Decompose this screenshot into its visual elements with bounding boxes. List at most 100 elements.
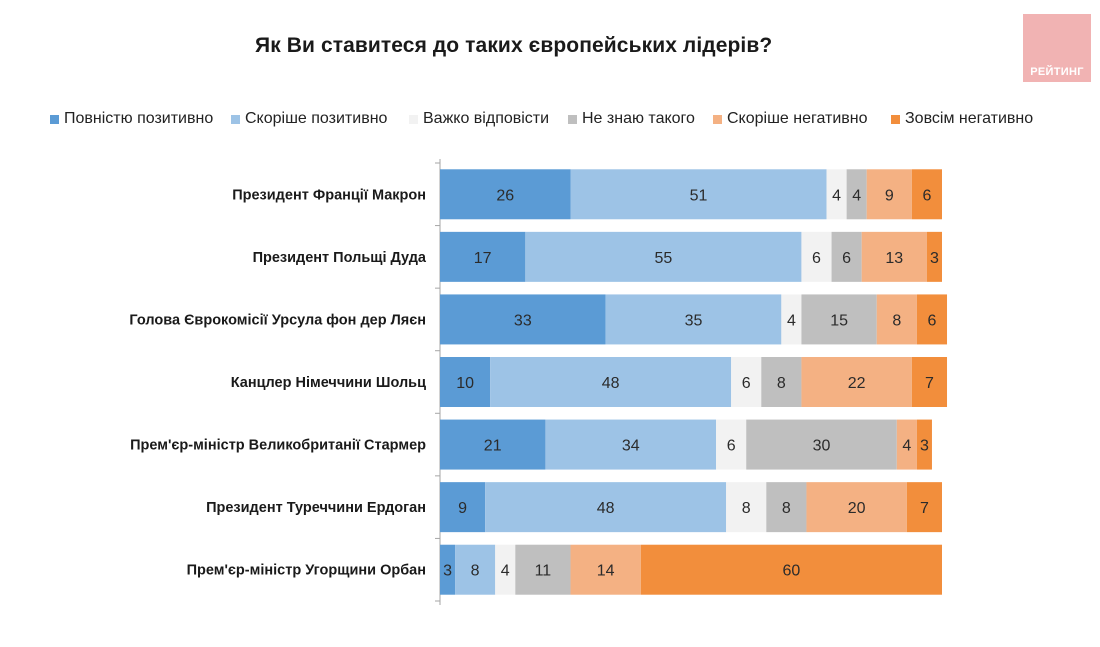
legend-item-hard-to-say: Важко відповісти	[409, 108, 549, 130]
legend-label: Скоріше позитивно	[245, 110, 388, 127]
legend-swatch	[891, 114, 900, 124]
bar-segment-4-row-4	[761, 357, 802, 407]
data-label: 8	[777, 375, 786, 392]
data-label: 17	[474, 250, 492, 267]
data-label: 13	[885, 250, 903, 267]
bar-segment-4-row-6	[766, 482, 807, 533]
bar-segment-6-row-7	[640, 544, 942, 595]
bar-segment-3-row-2	[801, 231, 832, 282]
chart-title: Як Ви ставитеся до таких європейських лі…	[255, 34, 773, 57]
data-label: 4	[501, 563, 510, 580]
data-label: 3	[920, 438, 929, 455]
legend-item-dont-know: Не знаю такого	[568, 108, 695, 130]
bar-segment-1-row-2	[440, 231, 526, 282]
bar-segment-2-row-1	[570, 169, 827, 220]
bar-segment-5-row-1	[866, 169, 912, 220]
data-label: 3	[443, 563, 452, 580]
data-label: 8	[892, 312, 901, 329]
data-label: 10	[456, 375, 474, 392]
legend-label: Скоріше негативно	[727, 110, 868, 127]
bar-segment-1-row-6	[440, 482, 486, 533]
bar-segment-4-row-3	[801, 294, 877, 345]
data-label: 51	[690, 187, 708, 204]
data-label: 20	[848, 500, 866, 517]
data-label: 11	[535, 563, 552, 580]
category-label: Президент Польщі Дуда	[253, 250, 427, 266]
data-label: 21	[484, 438, 502, 455]
bar-segment-2-row-4	[490, 357, 732, 407]
bar-segment-2-row-6	[485, 482, 727, 533]
legend-item-rather-positive: Скоріше позитивно	[231, 108, 387, 130]
legend-swatch	[713, 114, 722, 124]
rating-logo: РЕЙТИНГ	[1023, 14, 1091, 82]
bar-segment-6-row-6	[906, 482, 942, 533]
data-label: 15	[830, 312, 848, 329]
bar-segment-5-row-6	[806, 482, 907, 533]
data-label: 6	[928, 312, 937, 329]
data-label: 34	[622, 438, 640, 455]
bar-segment-5-row-2	[861, 231, 927, 282]
data-label: 6	[812, 250, 821, 267]
bar-segment-6-row-5	[916, 419, 932, 470]
bar-segment-6-row-2	[926, 231, 942, 282]
legend-label: Повністю позитивно	[64, 110, 214, 127]
legend-swatch	[50, 114, 59, 124]
legend-item-fully-negative: Зовсім негативно	[891, 108, 1033, 130]
category-label: Канцлер Німеччини Шольц	[231, 375, 426, 391]
bar-segment-2-row-7	[455, 544, 496, 595]
bar-segment-3-row-1	[826, 169, 847, 220]
data-label: 48	[602, 375, 620, 392]
bar-segment-1-row-7	[440, 544, 456, 595]
data-label: 4	[832, 187, 841, 204]
legend-item-fully-positive: Повністю позитивно	[50, 108, 213, 130]
data-label: 3	[930, 250, 939, 267]
bar-segment-3-row-5	[716, 419, 747, 470]
data-label: 6	[842, 250, 851, 267]
data-label: 26	[496, 187, 514, 204]
bar-segment-5-row-5	[896, 419, 917, 470]
legend-label: Важко відповісти	[423, 110, 550, 127]
legend-item-rather-negative: Скоріше негативно	[713, 108, 868, 130]
data-label: 33	[514, 312, 532, 329]
bar-segment-4-row-5	[746, 419, 897, 470]
bar-segment-1-row-1	[440, 169, 571, 220]
data-label: 35	[685, 312, 703, 329]
category-label: Президент Франції Макрон	[232, 187, 426, 203]
legend-swatch	[568, 114, 577, 124]
bar-segment-6-row-4	[911, 357, 948, 407]
category-label: Голова Єврокомісії Урсула фон дер Ляєн	[129, 312, 426, 328]
data-label: 4	[852, 187, 861, 204]
data-label: 6	[727, 438, 736, 455]
legend-swatch	[409, 114, 418, 124]
bar-segment-6-row-1	[911, 169, 942, 220]
chart-legend: Повністю позитивно Скоріше позитивно Важ…	[0, 108, 1100, 132]
category-label: Прем'єр-міністр Угорщини Орбан	[187, 563, 426, 579]
bar-segment-3-row-4	[731, 357, 762, 407]
bar-segment-5-row-3	[876, 294, 917, 345]
data-label: 8	[782, 500, 791, 517]
data-label: 7	[925, 375, 934, 392]
legend-swatch	[231, 114, 240, 124]
data-label: 6	[922, 187, 931, 204]
bar-segment-1-row-3	[440, 294, 606, 345]
bar-segment-1-row-5	[440, 419, 546, 470]
bar-segment-2-row-5	[545, 419, 717, 470]
bar-segment-6-row-3	[916, 294, 948, 345]
category-label: Президент Туреччини Ердоган	[206, 500, 426, 516]
data-label: 30	[813, 438, 831, 455]
data-label: 8	[471, 563, 480, 580]
legend-label: Зовсім негативно	[905, 110, 1034, 127]
data-label: 22	[848, 375, 866, 392]
data-label: 8	[742, 500, 751, 517]
data-label: 60	[783, 563, 801, 580]
bar-segment-5-row-4	[801, 357, 912, 407]
data-label: 48	[597, 500, 615, 517]
data-label: 4	[787, 312, 796, 329]
bar-segment-4-row-7	[515, 544, 571, 595]
bar-segment-5-row-7	[570, 544, 641, 595]
category-label: Прем'єр-міністр Великобританії Стармер	[130, 438, 426, 454]
data-label: 9	[458, 500, 467, 517]
logo-text: РЕЙТИНГ	[1030, 66, 1084, 78]
data-label: 9	[885, 187, 894, 204]
